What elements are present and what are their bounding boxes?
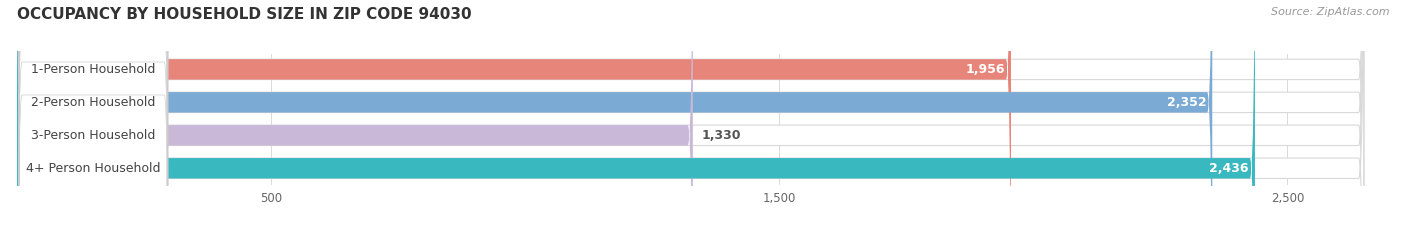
Text: 1,956: 1,956 bbox=[966, 63, 1005, 76]
FancyBboxPatch shape bbox=[17, 0, 1364, 233]
Text: 2,436: 2,436 bbox=[1209, 162, 1249, 175]
FancyBboxPatch shape bbox=[17, 0, 1256, 233]
FancyBboxPatch shape bbox=[17, 0, 1364, 233]
Text: 1,330: 1,330 bbox=[702, 129, 741, 142]
FancyBboxPatch shape bbox=[18, 11, 167, 233]
FancyBboxPatch shape bbox=[18, 0, 167, 233]
Text: OCCUPANCY BY HOUSEHOLD SIZE IN ZIP CODE 94030: OCCUPANCY BY HOUSEHOLD SIZE IN ZIP CODE … bbox=[17, 7, 471, 22]
Text: 1-Person Household: 1-Person Household bbox=[31, 63, 155, 76]
Text: 4+ Person Household: 4+ Person Household bbox=[25, 162, 160, 175]
FancyBboxPatch shape bbox=[17, 0, 693, 233]
FancyBboxPatch shape bbox=[17, 0, 1364, 233]
Text: 2-Person Household: 2-Person Household bbox=[31, 96, 155, 109]
FancyBboxPatch shape bbox=[18, 0, 167, 233]
FancyBboxPatch shape bbox=[18, 0, 167, 227]
Text: 3-Person Household: 3-Person Household bbox=[31, 129, 155, 142]
FancyBboxPatch shape bbox=[17, 0, 1212, 233]
Text: 2,352: 2,352 bbox=[1167, 96, 1206, 109]
FancyBboxPatch shape bbox=[17, 0, 1364, 233]
Text: Source: ZipAtlas.com: Source: ZipAtlas.com bbox=[1271, 7, 1389, 17]
FancyBboxPatch shape bbox=[17, 0, 1011, 233]
